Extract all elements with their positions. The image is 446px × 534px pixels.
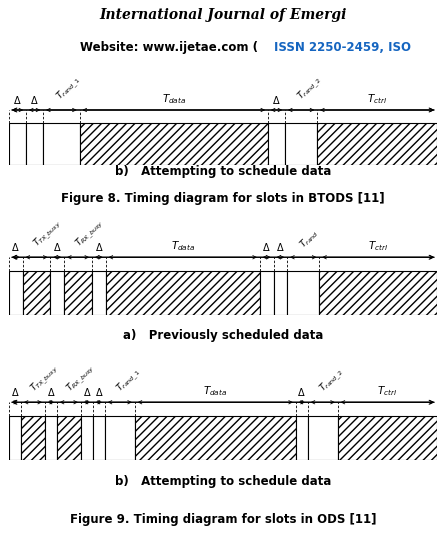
Bar bbox=[338, 416, 437, 460]
Text: $T_{data}$: $T_{data}$ bbox=[203, 384, 227, 398]
Bar bbox=[81, 416, 93, 460]
Text: $\Delta$: $\Delta$ bbox=[13, 94, 22, 106]
Bar bbox=[317, 123, 437, 165]
Bar bbox=[106, 271, 260, 315]
Text: $T_{rand\_1}$: $T_{rand\_1}$ bbox=[54, 74, 85, 104]
Bar bbox=[9, 123, 26, 165]
Text: Figure 8. Timing diagram for slots in BTODS [11]: Figure 8. Timing diagram for slots in BT… bbox=[61, 192, 385, 205]
Text: International Journal of Emergi: International Journal of Emergi bbox=[99, 8, 347, 22]
Bar bbox=[93, 416, 105, 460]
Bar bbox=[45, 416, 57, 460]
Text: $T_{rand\_2}$: $T_{rand\_2}$ bbox=[295, 74, 325, 104]
Text: ISSN 2250-2459, ISO: ISSN 2250-2459, ISO bbox=[274, 41, 411, 54]
Text: $T_{data}$: $T_{data}$ bbox=[171, 239, 195, 253]
Text: b)   Attempting to schedule data: b) Attempting to schedule data bbox=[115, 165, 331, 178]
Text: $T_{rand\_1}$: $T_{rand\_1}$ bbox=[114, 365, 144, 396]
Bar bbox=[21, 416, 45, 460]
Text: $T_{RX\_busy}$: $T_{RX\_busy}$ bbox=[64, 362, 99, 396]
Bar bbox=[285, 123, 317, 165]
Text: Figure 9. Timing diagram for slots in ODS [11]: Figure 9. Timing diagram for slots in OD… bbox=[70, 514, 376, 527]
Text: $\Delta$: $\Delta$ bbox=[95, 386, 103, 398]
Bar bbox=[308, 416, 338, 460]
Bar bbox=[273, 271, 287, 315]
Text: $\Delta$: $\Delta$ bbox=[53, 241, 62, 253]
Bar bbox=[268, 123, 285, 165]
Text: a)   Previously scheduled data: a) Previously scheduled data bbox=[123, 328, 323, 342]
Bar bbox=[287, 271, 319, 315]
Bar bbox=[319, 271, 437, 315]
Text: $T_{data}$: $T_{data}$ bbox=[161, 92, 186, 106]
Text: $\Delta$: $\Delta$ bbox=[95, 241, 103, 253]
Bar bbox=[79, 123, 268, 165]
Text: $\Delta$: $\Delta$ bbox=[276, 241, 285, 253]
Text: $T_{RX\_busy}$: $T_{RX\_busy}$ bbox=[73, 216, 107, 251]
Text: $\Delta$: $\Delta$ bbox=[30, 94, 39, 106]
Text: $\Delta$: $\Delta$ bbox=[46, 386, 55, 398]
Bar bbox=[50, 271, 64, 315]
Bar bbox=[260, 271, 273, 315]
Bar bbox=[92, 271, 106, 315]
Text: $\Delta$: $\Delta$ bbox=[272, 94, 281, 106]
Text: $\Delta$: $\Delta$ bbox=[297, 386, 306, 398]
Text: $\Delta$: $\Delta$ bbox=[262, 241, 271, 253]
Text: $\Delta$: $\Delta$ bbox=[83, 386, 91, 398]
Text: $\Delta$: $\Delta$ bbox=[12, 241, 20, 253]
Bar bbox=[105, 416, 135, 460]
Text: $T_{rand\_2}$: $T_{rand\_2}$ bbox=[317, 366, 347, 396]
Text: $T_{TX\_busy}$: $T_{TX\_busy}$ bbox=[31, 217, 65, 251]
Bar bbox=[26, 123, 43, 165]
Text: Website: www.ijetae.com (: Website: www.ijetae.com ( bbox=[80, 41, 258, 54]
Bar bbox=[9, 271, 23, 315]
Bar bbox=[135, 416, 296, 460]
Bar bbox=[57, 416, 81, 460]
Bar bbox=[9, 416, 21, 460]
Text: $T_{ctrl}$: $T_{ctrl}$ bbox=[367, 92, 387, 106]
Text: $T_{ctrl}$: $T_{ctrl}$ bbox=[377, 384, 397, 398]
Text: $T_{ctrl}$: $T_{ctrl}$ bbox=[368, 239, 388, 253]
Text: $\Delta$: $\Delta$ bbox=[11, 386, 19, 398]
Bar bbox=[43, 123, 79, 165]
Bar bbox=[23, 271, 50, 315]
Text: $T_{rand}$: $T_{rand}$ bbox=[297, 226, 321, 251]
Bar bbox=[64, 271, 92, 315]
Bar bbox=[296, 416, 308, 460]
Text: b)   Attempting to schedule data: b) Attempting to schedule data bbox=[115, 475, 331, 488]
Text: $T_{TX\_busy}$: $T_{TX\_busy}$ bbox=[28, 362, 62, 396]
